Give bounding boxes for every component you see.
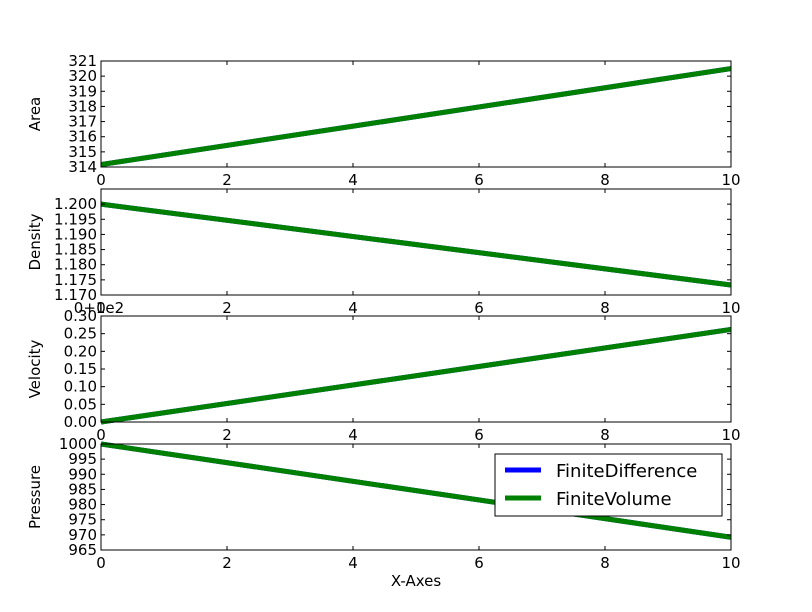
y-tick-label: 1.195 bbox=[54, 210, 97, 228]
legend-label-finitevolume: FiniteVolume bbox=[556, 489, 672, 510]
x-tick-label: 6 bbox=[474, 171, 484, 189]
series-line-finitevolume-density bbox=[100, 201, 732, 288]
x-tick-label: 0 bbox=[96, 299, 106, 317]
x-axis-label: X-Axes bbox=[391, 572, 442, 590]
y-tick-label: 990 bbox=[68, 465, 97, 483]
y-tick-label: 315 bbox=[68, 143, 97, 161]
y-tick-label: 0.15 bbox=[64, 360, 97, 378]
y-tick-label: 316 bbox=[68, 128, 97, 146]
x-tick-label: 8 bbox=[600, 299, 610, 317]
x-tick-label: 4 bbox=[348, 554, 358, 572]
y-tick-label: 975 bbox=[68, 511, 97, 529]
x-tick-label: 4 bbox=[348, 426, 358, 444]
x-tick-label: 10 bbox=[721, 299, 740, 317]
x-tick-label: 0 bbox=[96, 554, 106, 572]
y-tick-label: 0.20 bbox=[64, 342, 97, 360]
y-tick-label: 1.180 bbox=[54, 256, 97, 274]
x-tick-label: 6 bbox=[474, 299, 484, 317]
x-tick-label: 6 bbox=[474, 554, 484, 572]
axes-frame-pressure bbox=[100, 443, 732, 551]
y-tick-label: 980 bbox=[68, 496, 97, 514]
y-tick-label: 1.190 bbox=[54, 225, 97, 243]
x-tick-label: 0 bbox=[96, 426, 106, 444]
subplot-density: 0 2 4 6 8 10 1.1701.1751.1801.1851.1901.1951.2… bbox=[26, 188, 741, 317]
legend-entry-finitevolume: FiniteVolume bbox=[505, 489, 672, 510]
series-line-finitevolume-pressure bbox=[100, 441, 732, 540]
y-tick-label: 1.185 bbox=[54, 241, 97, 259]
y-tick-label: 0.00 bbox=[64, 413, 97, 431]
axes-frame-area bbox=[100, 60, 732, 168]
y-tick-label: 1000 bbox=[59, 435, 97, 453]
x-tick-label: 2 bbox=[222, 171, 232, 189]
x-tick-label: 2 bbox=[222, 426, 232, 444]
x-tick-label: 10 bbox=[721, 426, 740, 444]
subplot-velocity: 0 2 4 6 8 10 0.000.050.100.150.200.250.30 Veloc… bbox=[26, 299, 741, 444]
legend-frame bbox=[494, 453, 723, 517]
x-tick-label: 10 bbox=[721, 171, 740, 189]
y-tick-label: 321 bbox=[68, 52, 97, 70]
y-tick-label: 1.200 bbox=[54, 195, 97, 213]
y-tick-label: 985 bbox=[68, 480, 97, 498]
offset-text-velocity: 0+1e2 bbox=[74, 299, 124, 317]
legend: FiniteDifference FiniteVolume bbox=[494, 453, 723, 517]
y-tick-label: 995 bbox=[68, 450, 97, 468]
x-tick-label: 0 bbox=[96, 171, 106, 189]
series-line-finitevolume-area bbox=[100, 66, 732, 168]
y-tick-label: 970 bbox=[68, 526, 97, 544]
y-tick-label: 0.30 bbox=[64, 307, 97, 325]
x-tick-label: 2 bbox=[222, 299, 232, 317]
x-tick-label: 4 bbox=[348, 299, 358, 317]
y-tick-label: 318 bbox=[68, 97, 97, 115]
series-line-finitevolume-velocity bbox=[100, 326, 732, 425]
axes-frame-density bbox=[100, 188, 732, 296]
legend-entry-finitedifference: FiniteDifference bbox=[505, 461, 697, 482]
y-tick-label: 319 bbox=[68, 82, 97, 100]
x-tick-label: 8 bbox=[600, 554, 610, 572]
x-tick-label: 6 bbox=[474, 426, 484, 444]
y-axis-label-velocity: Velocity bbox=[26, 339, 44, 398]
y-tick-label: 1.170 bbox=[54, 286, 97, 304]
y-axis-label-density: Density bbox=[26, 213, 44, 270]
y-axis-label-pressure: Pressure bbox=[26, 465, 44, 529]
y-tick-label: 317 bbox=[68, 113, 97, 131]
y-tick-label: 1.175 bbox=[54, 271, 97, 289]
y-tick-label: 0.10 bbox=[64, 378, 97, 396]
y-tick-label: 965 bbox=[68, 541, 97, 559]
y-axis-label-area: Area bbox=[26, 97, 44, 132]
y-tick-label: 0.05 bbox=[64, 395, 97, 413]
y-tick-label: 320 bbox=[68, 67, 97, 85]
y-tick-label: 314 bbox=[68, 158, 97, 176]
y-tick-label: 0.25 bbox=[64, 325, 97, 343]
x-tick-label: 10 bbox=[721, 554, 740, 572]
x-tick-label: 4 bbox=[348, 171, 358, 189]
x-tick-label: 8 bbox=[600, 426, 610, 444]
x-tick-label: 2 bbox=[222, 554, 232, 572]
x-tick-label: 8 bbox=[600, 171, 610, 189]
legend-label-finitedifference: FiniteDifference bbox=[556, 461, 697, 482]
